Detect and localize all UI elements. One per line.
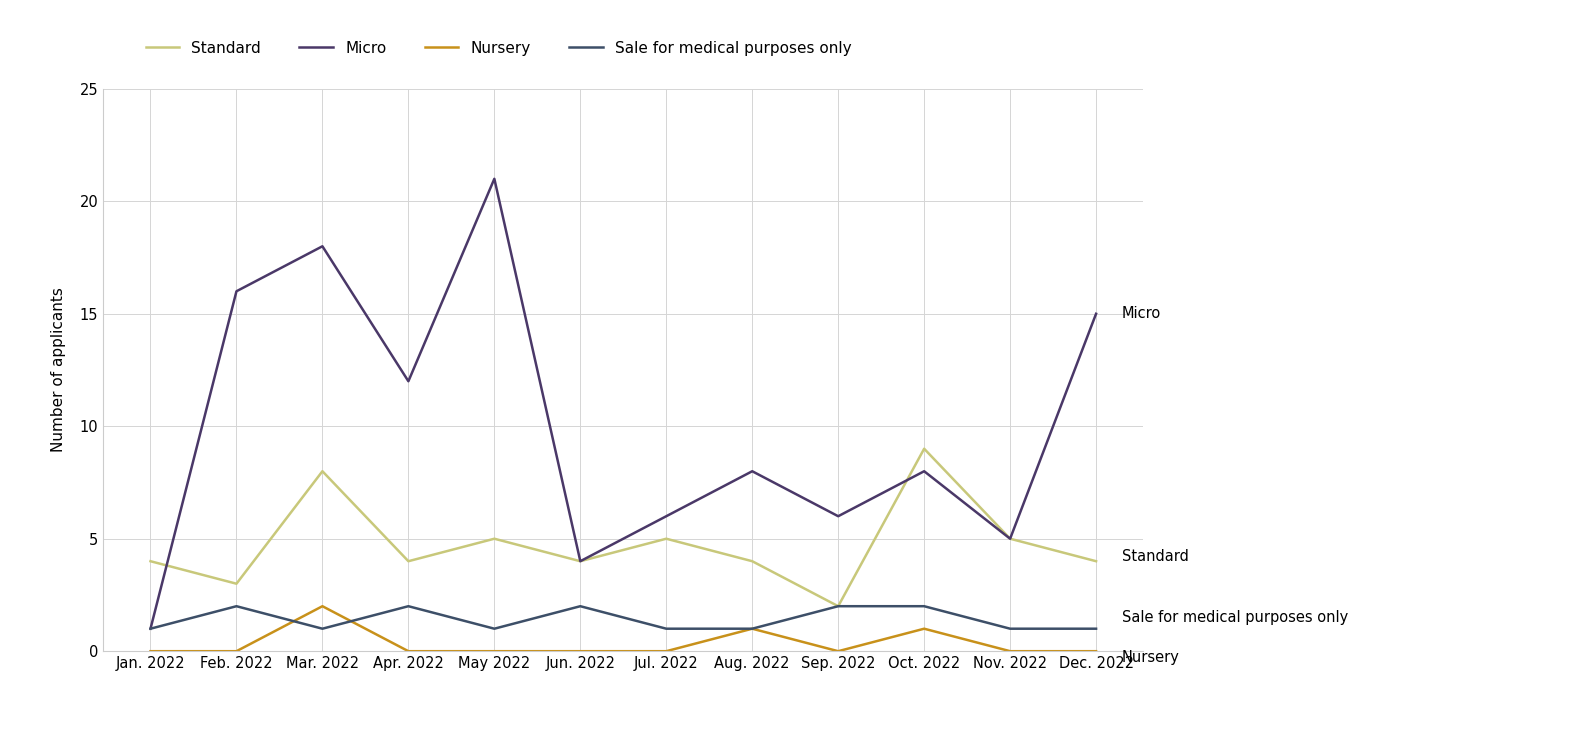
- Nursery: [227, 647, 246, 656]
- Micro: [399, 377, 418, 386]
- Micro: [657, 512, 676, 521]
- Micro: [1000, 534, 1019, 543]
- Micro: [1086, 309, 1105, 318]
- Sale for medical purposes only: [743, 625, 762, 633]
- Standard: [484, 534, 503, 543]
- Sale for medical purposes only: [1000, 625, 1019, 633]
- Sale for medical purposes only: [829, 602, 848, 610]
- Nursery: [313, 602, 332, 610]
- Text: Nursery: Nursery: [1121, 650, 1180, 665]
- Nursery: [399, 647, 418, 656]
- Micro: [915, 467, 934, 476]
- Line: Sale for medical purposes only: Sale for medical purposes only: [151, 606, 1096, 629]
- Standard: [313, 467, 332, 476]
- Line: Nursery: Nursery: [151, 606, 1096, 651]
- Standard: [570, 556, 589, 565]
- Sale for medical purposes only: [484, 625, 503, 633]
- Text: Standard: Standard: [1121, 549, 1189, 564]
- Micro: [141, 625, 160, 633]
- Micro: [829, 512, 848, 521]
- Standard: [657, 534, 676, 543]
- Nursery: [570, 647, 589, 656]
- Sale for medical purposes only: [1086, 625, 1105, 633]
- Line: Standard: Standard: [151, 448, 1096, 606]
- Sale for medical purposes only: [227, 602, 246, 610]
- Standard: [227, 579, 246, 588]
- Micro: [570, 556, 589, 565]
- Sale for medical purposes only: [657, 625, 676, 633]
- Standard: [829, 602, 848, 610]
- Nursery: [743, 625, 762, 633]
- Text: Sale for medical purposes only: Sale for medical purposes only: [1121, 610, 1348, 625]
- Standard: [743, 556, 762, 565]
- Text: Micro: Micro: [1121, 306, 1161, 321]
- Sale for medical purposes only: [141, 625, 160, 633]
- Y-axis label: Number of applicants: Number of applicants: [51, 288, 65, 452]
- Nursery: [484, 647, 503, 656]
- Legend: Standard, Micro, Nursery, Sale for medical purposes only: Standard, Micro, Nursery, Sale for medic…: [140, 35, 858, 62]
- Standard: [915, 444, 934, 453]
- Line: Micro: Micro: [151, 179, 1096, 629]
- Standard: [399, 556, 418, 565]
- Nursery: [829, 647, 848, 656]
- Sale for medical purposes only: [570, 602, 589, 610]
- Standard: [1000, 534, 1019, 543]
- Nursery: [1086, 647, 1105, 656]
- Sale for medical purposes only: [399, 602, 418, 610]
- Micro: [484, 175, 503, 184]
- Standard: [1086, 556, 1105, 565]
- Micro: [313, 242, 332, 251]
- Nursery: [915, 625, 934, 633]
- Sale for medical purposes only: [915, 602, 934, 610]
- Nursery: [141, 647, 160, 656]
- Sale for medical purposes only: [313, 625, 332, 633]
- Micro: [227, 287, 246, 296]
- Nursery: [1000, 647, 1019, 656]
- Nursery: [657, 647, 676, 656]
- Micro: [743, 467, 762, 476]
- Standard: [141, 556, 160, 565]
